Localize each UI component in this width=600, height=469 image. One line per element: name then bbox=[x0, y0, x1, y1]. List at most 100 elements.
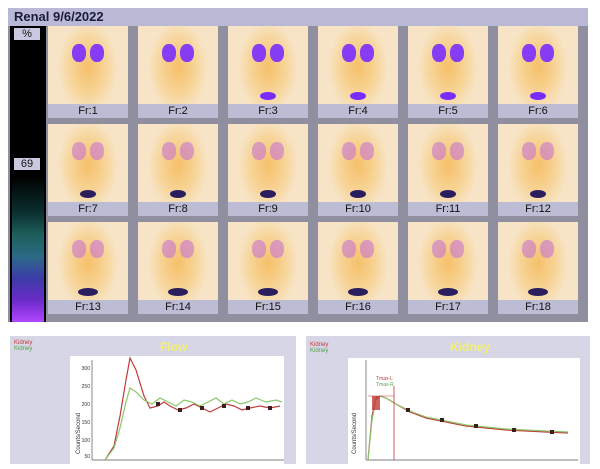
kidney-blob bbox=[540, 240, 554, 258]
kidney-blob bbox=[360, 142, 374, 160]
kidney-blob bbox=[342, 44, 356, 62]
flow-y-tick: 200 bbox=[82, 402, 91, 408]
frame-label: Fr:14 bbox=[138, 300, 218, 314]
color-scale-value[interactable]: 69 bbox=[14, 158, 40, 170]
scan-frame[interactable]: Fr:1 bbox=[48, 26, 128, 118]
frame-label: Fr:7 bbox=[48, 202, 128, 216]
frame-label: Fr:5 bbox=[408, 104, 488, 118]
scan-frame-background bbox=[318, 222, 398, 314]
color-scale-bar: % 69 bbox=[10, 26, 46, 322]
scan-frame-background bbox=[408, 124, 488, 216]
kidney-marker bbox=[512, 428, 516, 432]
kidney-chart-panel: Kidney Kidney Kidney Counts/Second Tmax-… bbox=[306, 336, 590, 464]
flow-y-tick: 50 bbox=[84, 454, 90, 460]
bladder-blob bbox=[350, 92, 366, 100]
scan-frame[interactable]: Fr:14 bbox=[138, 222, 218, 314]
kidney-blob bbox=[270, 240, 284, 258]
frame-grid: Fr:1 Fr:2 Fr:3 Fr:4 Fr:5 Fr:6 Fr:7 Fr:8 Fr:9 Fr:1… bbox=[48, 26, 588, 322]
flow-marker bbox=[222, 404, 226, 408]
bladder-blob bbox=[438, 288, 458, 296]
scan-frame-background bbox=[498, 26, 578, 118]
scan-frame-background bbox=[498, 124, 578, 216]
kidney-marker bbox=[406, 408, 410, 412]
frame-label: Fr:4 bbox=[318, 104, 398, 118]
kidney-plot-area[interactable] bbox=[348, 358, 580, 464]
scan-frame[interactable]: Fr:17 bbox=[408, 222, 488, 314]
color-scale-gradient[interactable] bbox=[12, 176, 44, 322]
flow-chart-svg: 300 250 200 150 100 50 bbox=[82, 356, 284, 461]
frame-label: Fr:10 bbox=[318, 202, 398, 216]
bladder-blob bbox=[350, 190, 366, 198]
bladder-blob bbox=[170, 190, 186, 198]
kidney-blob bbox=[450, 142, 464, 160]
scan-frame-background bbox=[138, 222, 218, 314]
flow-series-green bbox=[104, 387, 283, 461]
kidney-blob bbox=[162, 142, 176, 160]
scan-frame[interactable]: Fr:16 bbox=[318, 222, 398, 314]
kidney-peak-bar bbox=[372, 396, 380, 410]
scan-frame[interactable]: Fr:6 bbox=[498, 26, 578, 118]
flow-marker bbox=[246, 406, 250, 410]
frame-label: Fr:3 bbox=[228, 104, 308, 118]
flow-marker bbox=[200, 406, 204, 410]
scan-frame[interactable]: Fr:7 bbox=[48, 124, 128, 216]
scan-frame-background bbox=[138, 26, 218, 118]
image-panel: Renal 9/6/2022 % 69 Fr:1 Fr:2 Fr:3 Fr:4 Fr:5… bbox=[8, 8, 588, 322]
scan-frame[interactable]: Fr:10 bbox=[318, 124, 398, 216]
scan-frame-background bbox=[228, 124, 308, 216]
flow-marker bbox=[268, 406, 272, 410]
kidney-blob bbox=[432, 44, 446, 62]
frame-label: Fr:9 bbox=[228, 202, 308, 216]
frame-label: Fr:2 bbox=[138, 104, 218, 118]
kidney-chart-title: Kidney bbox=[450, 340, 491, 354]
flow-legend: Kidney Kidney bbox=[14, 340, 32, 352]
scan-frame[interactable]: Fr:3 bbox=[228, 26, 308, 118]
window-title: Renal 9/6/2022 bbox=[14, 9, 104, 24]
bladder-blob bbox=[258, 288, 278, 296]
scan-frame[interactable]: Fr:15 bbox=[228, 222, 308, 314]
kidney-blob bbox=[540, 44, 554, 62]
flow-legend-item: Kidney bbox=[14, 340, 33, 346]
scan-frame[interactable]: Fr:4 bbox=[318, 26, 398, 118]
bladder-blob bbox=[260, 92, 276, 100]
bladder-blob bbox=[440, 190, 456, 198]
scan-frame-background bbox=[408, 26, 488, 118]
flow-chart-title: Flow bbox=[160, 340, 188, 354]
kidney-series-label: Tmax-L bbox=[376, 376, 393, 382]
kidney-blob bbox=[450, 44, 464, 62]
scan-frame[interactable]: Fr:9 bbox=[228, 124, 308, 216]
scan-frame[interactable]: Fr:18 bbox=[498, 222, 578, 314]
kidney-blob bbox=[522, 240, 536, 258]
kidney-blob bbox=[72, 240, 86, 258]
scan-frame-background bbox=[228, 26, 308, 118]
scan-frame-background bbox=[48, 26, 128, 118]
kidney-legend: Kidney Kidney bbox=[310, 342, 328, 354]
kidney-blob bbox=[180, 142, 194, 160]
frame-label: Fr:16 bbox=[318, 300, 398, 314]
scan-frame-background bbox=[228, 222, 308, 314]
scan-frame[interactable]: Fr:8 bbox=[138, 124, 218, 216]
scan-frame[interactable]: Fr:12 bbox=[498, 124, 578, 216]
kidney-blob bbox=[432, 142, 446, 160]
scan-frame[interactable]: Fr:11 bbox=[408, 124, 488, 216]
kidney-blob bbox=[90, 44, 104, 62]
kidney-blob bbox=[450, 240, 464, 258]
kidney-blob bbox=[270, 142, 284, 160]
kidney-blob bbox=[90, 142, 104, 160]
scan-frame[interactable]: Fr:5 bbox=[408, 26, 488, 118]
kidney-blob bbox=[432, 240, 446, 258]
kidney-blob bbox=[162, 240, 176, 258]
frame-label: Fr:1 bbox=[48, 104, 128, 118]
kidney-blob bbox=[252, 240, 266, 258]
scan-frame[interactable]: Fr:2 bbox=[138, 26, 218, 118]
frame-label: Fr:11 bbox=[408, 202, 488, 216]
bladder-blob bbox=[530, 190, 546, 198]
scan-frame[interactable]: Fr:13 bbox=[48, 222, 128, 314]
flow-marker bbox=[178, 408, 182, 412]
scan-frame-background bbox=[48, 222, 128, 314]
scan-frame-background bbox=[318, 26, 398, 118]
kidney-blob bbox=[522, 44, 536, 62]
bladder-blob bbox=[80, 190, 96, 198]
title-bar: Renal 9/6/2022 bbox=[8, 8, 588, 26]
frame-label: Fr:13 bbox=[48, 300, 128, 314]
